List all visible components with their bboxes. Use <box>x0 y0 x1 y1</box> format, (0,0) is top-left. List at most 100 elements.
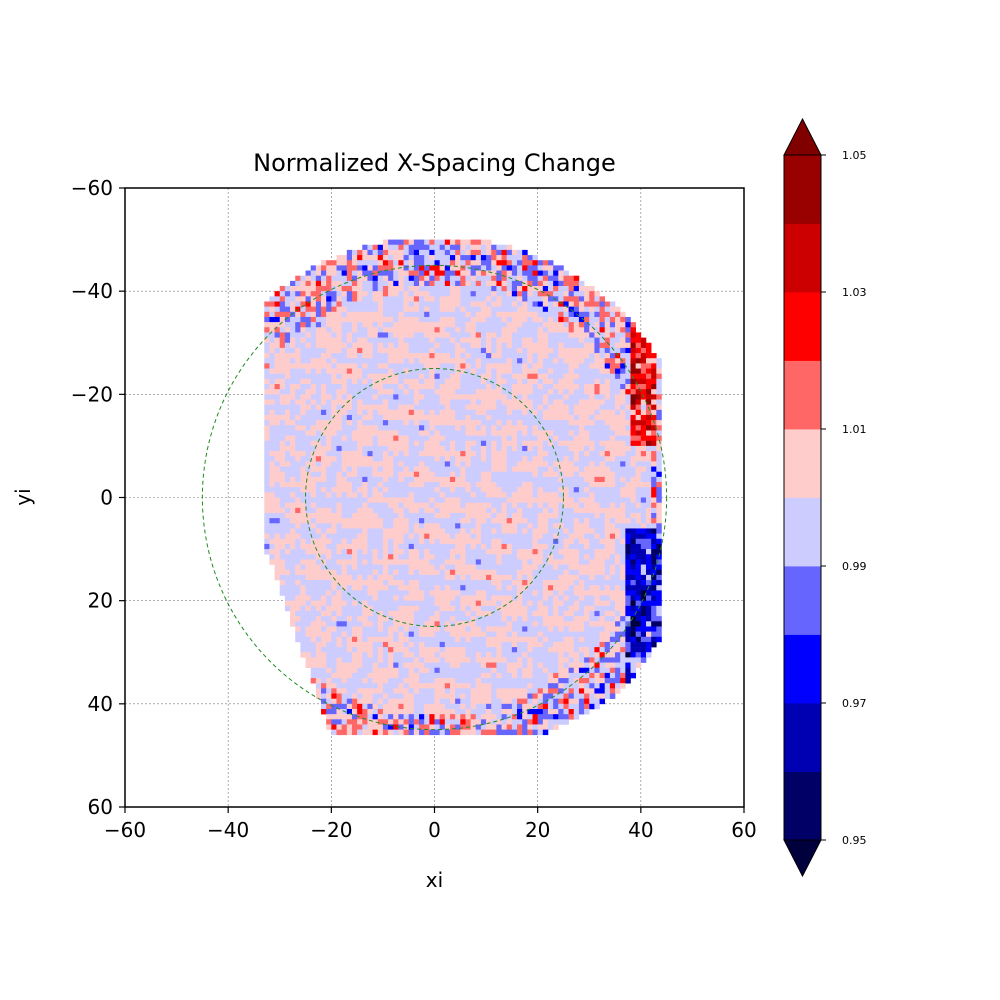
heatmap-cell <box>527 332 533 338</box>
heatmap-cell <box>517 559 523 565</box>
heatmap-cell <box>408 543 415 550</box>
heatmap-cell <box>465 404 471 411</box>
heatmap-cell <box>341 600 348 607</box>
heatmap-cell <box>486 559 492 565</box>
heatmap-cell <box>547 265 554 271</box>
heatmap-cell <box>372 249 379 256</box>
heatmap-cell <box>284 353 291 359</box>
heatmap-cell <box>351 482 358 488</box>
heatmap-cell <box>331 445 337 452</box>
heatmap-cell <box>326 399 332 405</box>
heatmap-cell <box>620 425 626 431</box>
heatmap-cell <box>305 456 311 462</box>
heatmap-cell <box>362 574 368 581</box>
heatmap-cell <box>403 585 410 591</box>
heatmap-cell <box>573 466 580 473</box>
heatmap-cell <box>377 384 384 390</box>
heatmap-cell <box>496 430 502 436</box>
heatmap-cell <box>403 497 410 503</box>
heatmap-cell <box>615 342 621 349</box>
heatmap-cell <box>532 404 538 411</box>
heatmap-cell <box>604 471 611 478</box>
heatmap-cell <box>331 518 337 524</box>
heatmap-cell <box>274 518 281 524</box>
heatmap-cell <box>300 538 306 545</box>
heatmap-cell <box>331 430 337 436</box>
heatmap-cell <box>486 399 492 405</box>
heatmap-cell <box>444 368 451 374</box>
heatmap-cell <box>635 476 642 483</box>
heatmap-cell <box>357 528 363 534</box>
heatmap-cell <box>460 414 466 421</box>
heatmap-cell <box>475 435 482 442</box>
heatmap-cell <box>413 384 420 390</box>
heatmap-cell <box>321 600 327 607</box>
heatmap-cell <box>506 249 513 256</box>
heatmap-cell <box>346 512 353 519</box>
heatmap-cell <box>269 502 275 509</box>
heatmap-cell <box>615 518 621 524</box>
heatmap-cell <box>480 451 487 457</box>
heatmap-cell <box>630 564 636 571</box>
heatmap-cell <box>357 461 363 467</box>
heatmap-cell <box>444 518 451 524</box>
heatmap-cell <box>455 574 461 581</box>
heatmap-cell <box>444 275 451 282</box>
heatmap-cell <box>615 559 621 565</box>
heatmap-cell <box>491 394 497 400</box>
heatmap-cell <box>537 445 544 452</box>
heatmap-cell <box>372 394 379 400</box>
heatmap-cell <box>393 590 399 596</box>
heatmap-cell <box>522 394 528 400</box>
heatmap-cell <box>625 559 631 565</box>
heatmap-cell <box>351 554 358 560</box>
heatmap-cell <box>403 296 410 302</box>
heatmap-cell <box>274 296 281 302</box>
heatmap-cell <box>542 347 549 354</box>
heatmap-cell <box>511 378 518 385</box>
heatmap-cell <box>630 507 636 514</box>
heatmap-cell <box>486 280 492 287</box>
heatmap-cell <box>563 311 569 318</box>
heatmap-cell <box>403 280 410 287</box>
heatmap-cell <box>480 564 487 571</box>
heatmap-cell <box>558 528 564 534</box>
heatmap-cell <box>424 306 430 313</box>
heatmap-cell <box>532 399 538 405</box>
heatmap-cell <box>517 440 523 447</box>
heatmap-cell <box>527 487 533 493</box>
heatmap-cell <box>615 590 621 596</box>
heatmap-cell <box>656 420 662 426</box>
heatmap-cell <box>449 353 456 359</box>
heatmap-cell <box>429 296 435 302</box>
heatmap-cell <box>501 518 508 524</box>
heatmap-cell <box>553 399 559 405</box>
heatmap-cell <box>321 389 327 395</box>
heatmap-cell <box>491 492 497 498</box>
heatmap-cell <box>527 451 533 457</box>
heatmap-cell <box>620 322 626 328</box>
heatmap-cell <box>444 533 451 540</box>
heatmap-cell <box>486 265 492 271</box>
heatmap-cell <box>403 301 410 307</box>
heatmap-cell <box>424 585 430 591</box>
heatmap-cell <box>537 533 544 540</box>
heatmap-cell <box>434 476 440 483</box>
heatmap-cell <box>480 384 487 390</box>
heatmap-cell <box>547 435 554 442</box>
heatmap-cell <box>517 399 523 405</box>
heatmap-cell <box>460 456 466 462</box>
heatmap-cell <box>264 507 270 514</box>
heatmap-cell <box>620 497 626 503</box>
heatmap-cell <box>455 316 461 323</box>
heatmap-cell <box>377 332 384 338</box>
heatmap-cell <box>470 523 477 529</box>
heatmap-cell <box>341 296 348 302</box>
heatmap-cell <box>625 368 631 374</box>
heatmap-cell <box>609 311 616 318</box>
heatmap-cell <box>310 275 317 282</box>
heatmap-cell <box>625 342 631 349</box>
heatmap-cell <box>651 435 657 442</box>
heatmap-cell <box>573 595 580 601</box>
heatmap-cell <box>460 580 466 586</box>
